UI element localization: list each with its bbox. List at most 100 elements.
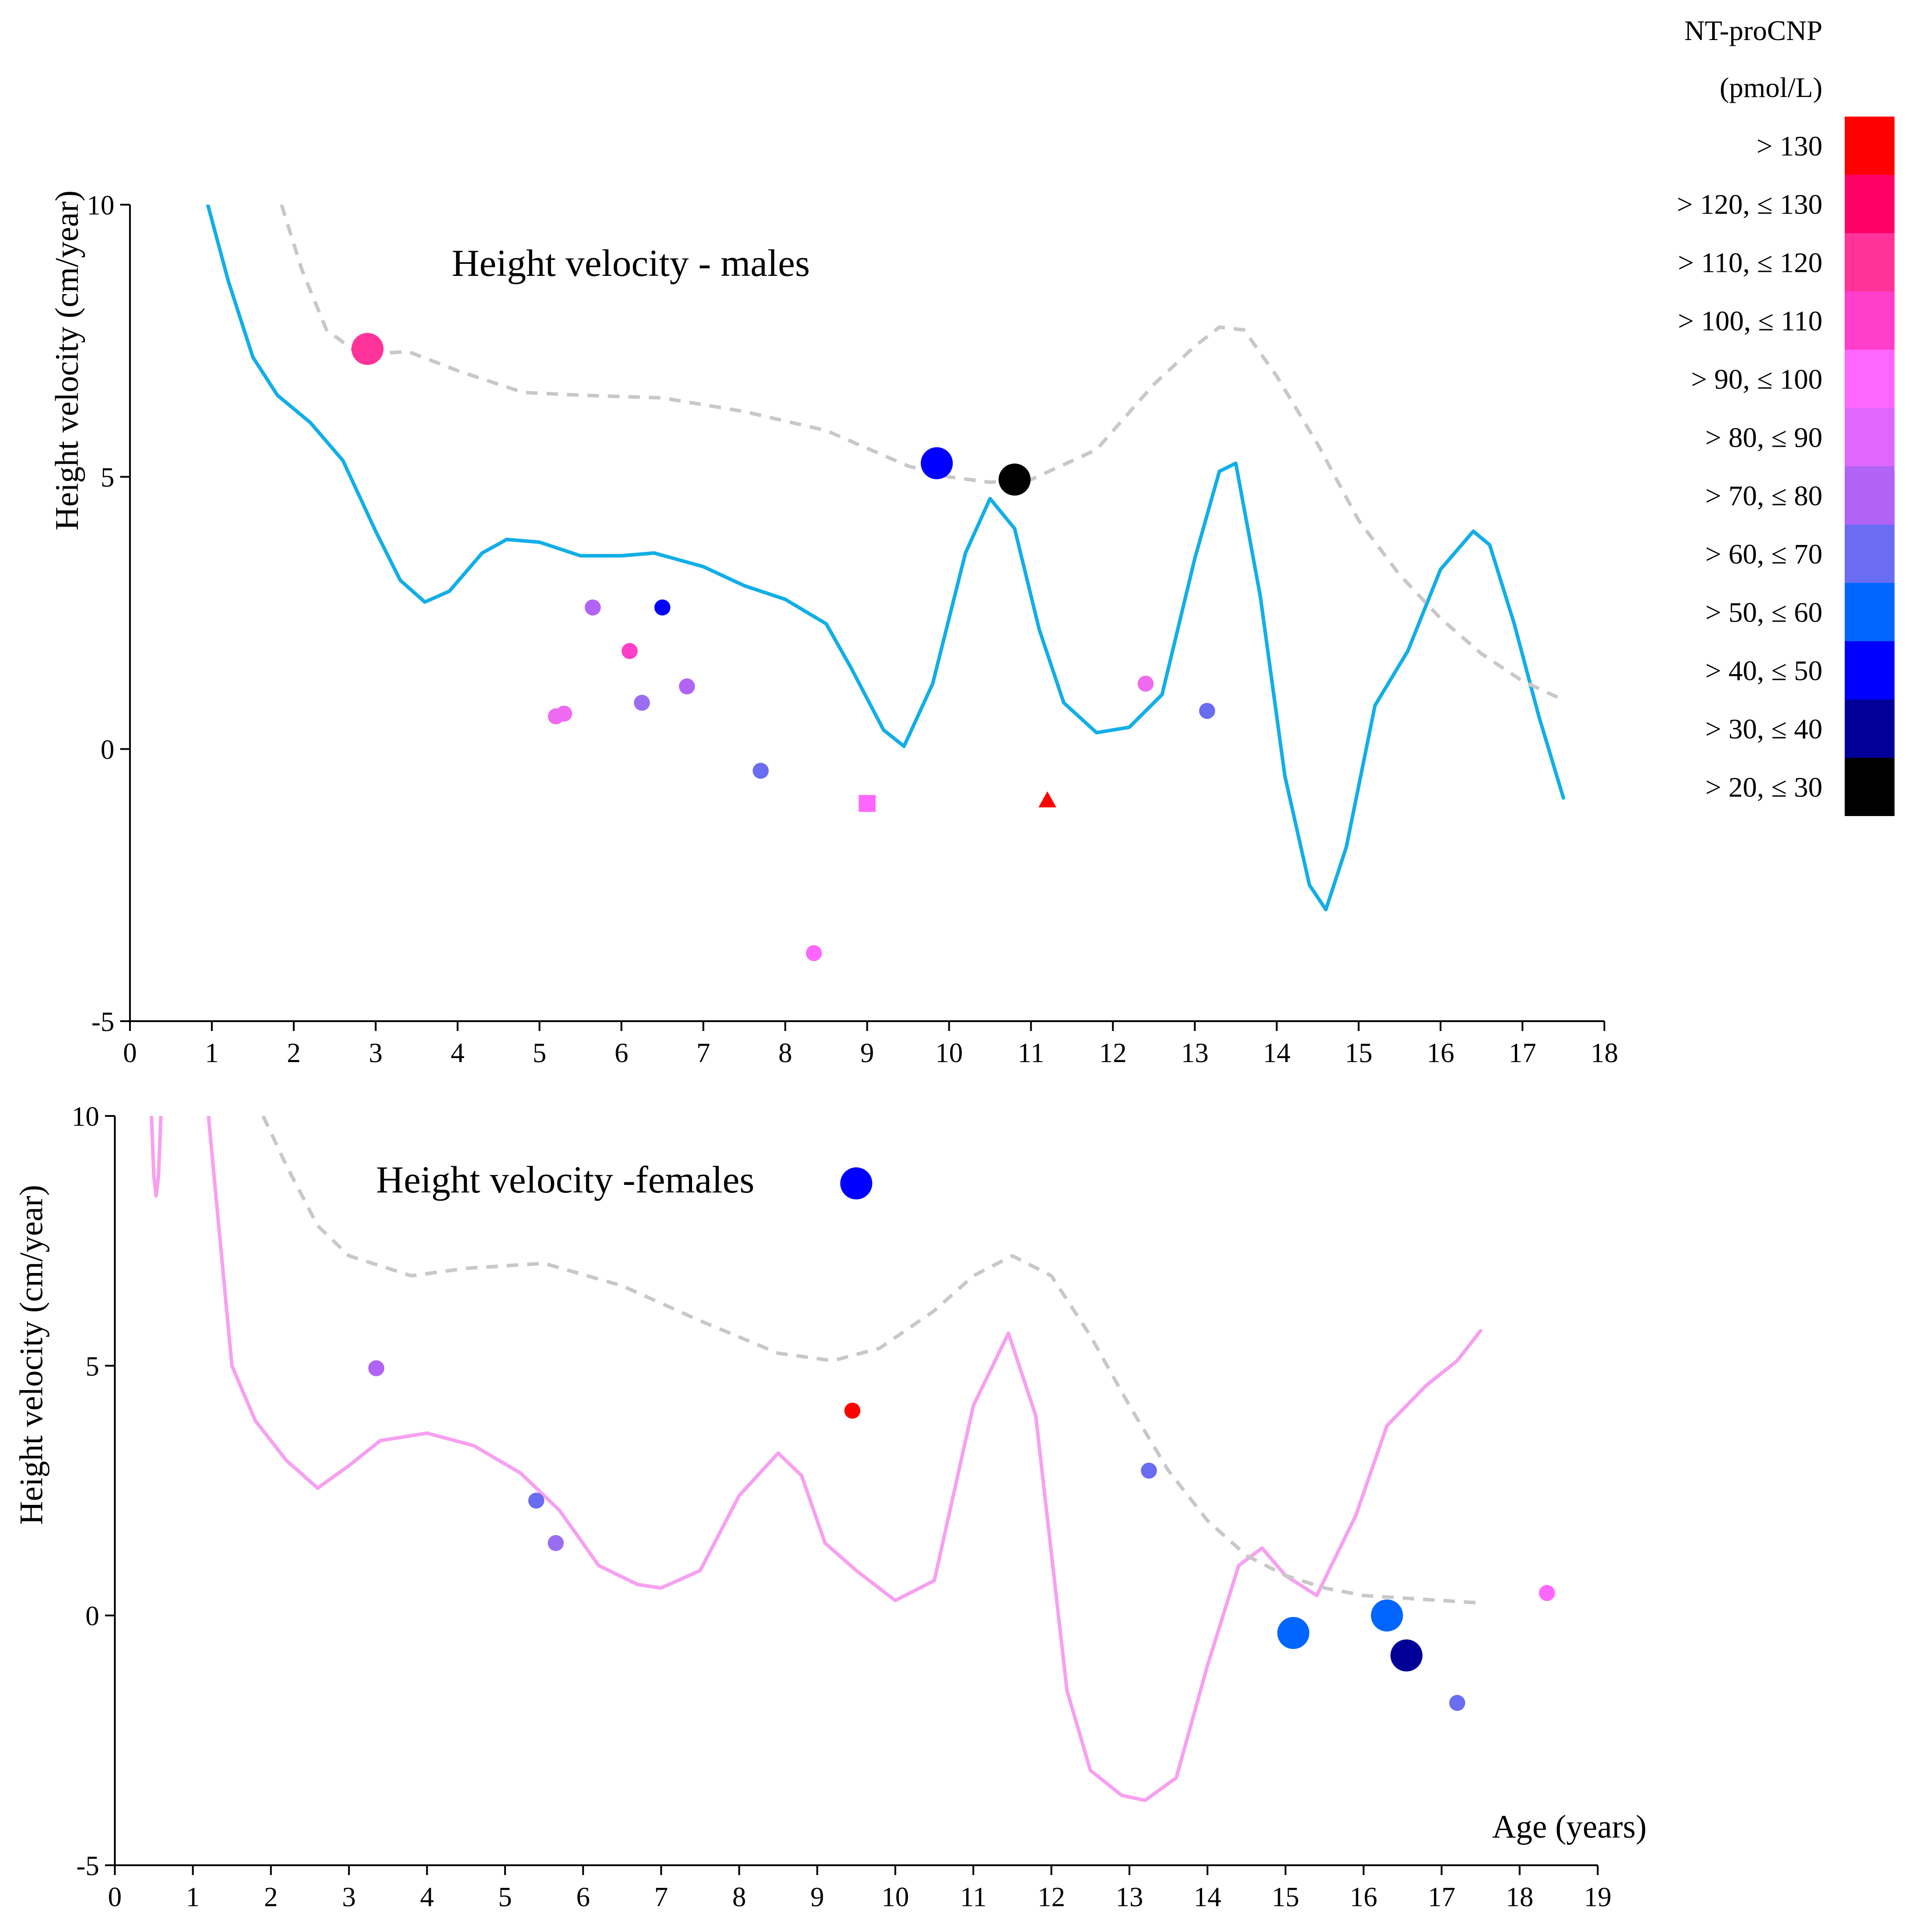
data-point (1141, 1463, 1157, 1479)
y-tick-label: -5 (76, 1851, 99, 1881)
x-tick-label: 14 (1194, 1882, 1221, 1912)
legend-title-line1: NT-proCNP (1684, 15, 1822, 46)
legend-label: > 30, ≤ 40 (1705, 713, 1822, 745)
data-point (1199, 703, 1215, 719)
x-tick-label: 13 (1116, 1882, 1143, 1912)
x-tick-label: 9 (860, 1038, 874, 1068)
x-tick-label: 6 (576, 1882, 590, 1912)
x-tick-label: 5 (498, 1882, 512, 1912)
data-point (840, 1167, 872, 1200)
legend-label: > 100, ≤ 110 (1678, 305, 1822, 337)
data-point (351, 333, 384, 365)
data-point (844, 1403, 861, 1419)
legend-swatch (1845, 117, 1895, 175)
legend-swatch (1845, 175, 1895, 233)
legend-label: > 40, ≤ 50 (1705, 655, 1822, 687)
y-axis-label-females: Height velocity (cm/year) (13, 1185, 50, 1525)
data-point-square (858, 795, 876, 812)
data-point (1449, 1695, 1466, 1711)
x-tick-label: 12 (1037, 1882, 1065, 1912)
y-tick-label: 5 (101, 463, 114, 493)
legend-swatch (1845, 758, 1895, 816)
legend-label: > 50, ≤ 60 (1705, 597, 1822, 628)
x-tick-label: 9 (810, 1882, 824, 1912)
data-point (556, 705, 572, 722)
x-tick-label: 7 (654, 1882, 668, 1912)
x-tick-label: 16 (1427, 1038, 1454, 1068)
data-point-triangle (1038, 791, 1057, 808)
legend-swatch (1845, 233, 1895, 291)
legend-title-line2: (pmol/L) (1720, 72, 1822, 103)
x-tick-label: 12 (1099, 1038, 1127, 1068)
reference-curve-dashed (261, 1116, 1481, 1605)
data-point (1371, 1599, 1403, 1632)
legend-swatch (1845, 699, 1895, 758)
legend-swatch (1845, 525, 1895, 583)
x-tick-label: 16 (1350, 1882, 1377, 1912)
data-point (753, 763, 769, 779)
velocity-curve-solid (206, 205, 1565, 912)
velocity-curve-solid (150, 1116, 163, 1198)
data-point (547, 1535, 564, 1551)
data-point (679, 678, 695, 695)
chart-females: Height velocity -females Height velocity… (13, 1102, 1647, 1912)
data-point (528, 1492, 544, 1509)
y-axis-label-males: Height velocity (cm/year) (49, 190, 85, 530)
legend-swatch (1845, 583, 1895, 641)
x-tick-label: 2 (287, 1038, 301, 1068)
x-axis-label-females: Age (years) (1492, 1809, 1647, 1845)
data-point (1277, 1617, 1310, 1649)
x-tick-label: 10 (935, 1038, 963, 1068)
legend-label: > 110, ≤ 120 (1678, 247, 1822, 279)
x-tick-label: 11 (960, 1882, 987, 1912)
legend-swatch (1845, 291, 1895, 350)
x-tick-label: 6 (615, 1038, 628, 1068)
data-point (621, 643, 638, 659)
x-tick-label: 4 (451, 1038, 465, 1068)
y-tick-label: 5 (85, 1351, 99, 1382)
y-tick-label: 0 (101, 735, 114, 765)
x-tick-label: 18 (1591, 1038, 1618, 1068)
x-tick-label: 0 (108, 1882, 122, 1912)
data-point (1390, 1639, 1423, 1672)
x-tick-label: 1 (186, 1882, 200, 1912)
x-tick-label: 0 (123, 1038, 137, 1068)
y-tick-label: 10 (72, 1102, 99, 1132)
x-tick-label: 17 (1509, 1038, 1536, 1068)
data-point (920, 447, 953, 480)
legend-label: > 20, ≤ 30 (1705, 772, 1822, 803)
x-tick-label: 4 (420, 1882, 434, 1912)
x-tick-label: 19 (1584, 1882, 1611, 1912)
legend-label: > 80, ≤ 90 (1705, 422, 1822, 453)
x-tick-label: 8 (732, 1882, 746, 1912)
x-tick-label: 10 (882, 1882, 909, 1912)
legend-swatch (1845, 350, 1895, 408)
x-tick-label: 17 (1428, 1882, 1455, 1912)
x-tick-label: 3 (369, 1038, 383, 1068)
x-tick-label: 8 (778, 1038, 792, 1068)
data-point (584, 599, 601, 616)
x-tick-label: 14 (1263, 1038, 1291, 1068)
legend-label: > 70, ≤ 80 (1705, 480, 1822, 512)
legend-label: > 120, ≤ 130 (1677, 189, 1822, 220)
y-tick-label: 0 (85, 1601, 99, 1632)
x-tick-label: 15 (1345, 1038, 1373, 1068)
x-tick-label: 13 (1181, 1038, 1209, 1068)
y-tick-label: -5 (91, 1007, 114, 1037)
chart-title-males: Height velocity - males (452, 242, 810, 284)
x-tick-label: 7 (696, 1038, 710, 1068)
data-point (368, 1360, 385, 1376)
data-point (1539, 1585, 1555, 1601)
x-tick-label: 5 (533, 1038, 547, 1068)
chart-males: Height velocity - males Height velocity … (49, 190, 1618, 1068)
x-tick-label: 11 (1018, 1038, 1045, 1068)
y-tick-label: 10 (87, 190, 114, 221)
legend-label: > 90, ≤ 100 (1691, 364, 1822, 395)
legend-label: > 60, ≤ 70 (1705, 538, 1822, 570)
data-point (806, 945, 822, 962)
data-point (654, 599, 671, 616)
x-tick-label: 3 (342, 1882, 356, 1912)
x-tick-label: 2 (264, 1882, 278, 1912)
